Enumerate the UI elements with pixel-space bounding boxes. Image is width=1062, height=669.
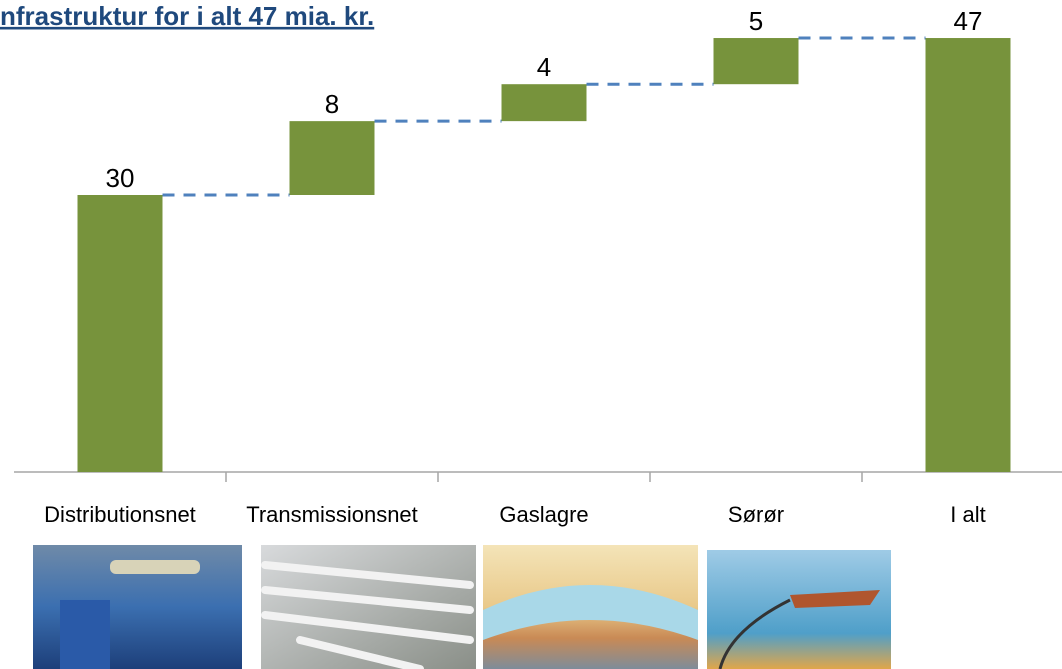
photo-detail [261, 561, 474, 669]
value-label: 30 [106, 163, 135, 193]
photo-detail [60, 600, 110, 669]
bar [289, 121, 375, 195]
photo-detail [790, 590, 880, 608]
value-label: 5 [749, 6, 763, 36]
chart-title: nfrastruktur for i alt 47 mia. kr. [0, 1, 374, 31]
bar [501, 84, 587, 122]
photo-detail [483, 585, 698, 640]
x-tick-label: Distributionsnet [44, 502, 196, 527]
photo-detail [110, 560, 200, 574]
photos [33, 545, 891, 669]
photo-pipelay [707, 550, 891, 669]
bar [713, 38, 799, 85]
bar [77, 195, 163, 472]
value-label: 47 [954, 6, 983, 36]
value-label: 8 [325, 89, 339, 119]
x-tick-label: Sørør [728, 502, 784, 527]
photo-detail [718, 598, 791, 669]
x-tick-label: Transmissionsnet [246, 502, 418, 527]
value-label: 4 [537, 52, 551, 82]
bar [925, 38, 1011, 473]
x-tick-label: I alt [950, 502, 985, 527]
x-tick-label: Gaslagre [499, 502, 588, 527]
